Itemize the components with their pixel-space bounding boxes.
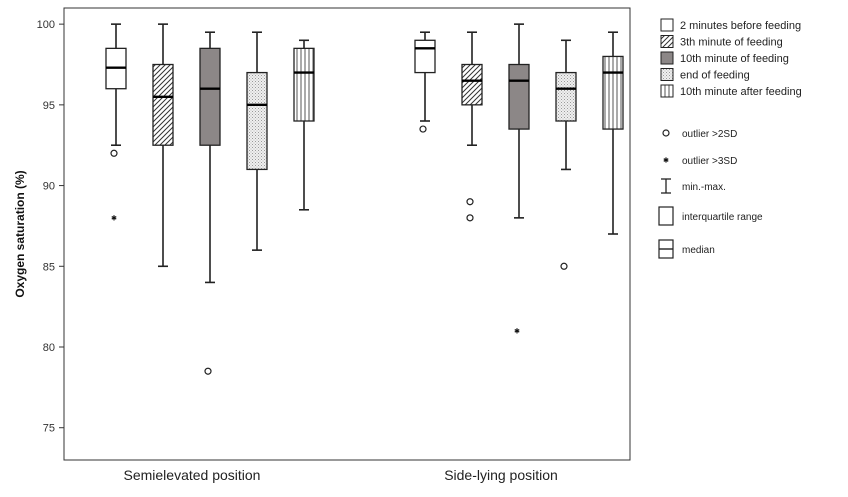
box-3-category-2 [508, 23, 530, 334]
outlier-2sd-point [560, 262, 568, 270]
legend-label: 3th minute of feeding [680, 37, 783, 49]
box-5-category-1 [293, 39, 315, 211]
outlier-2sd-point [466, 198, 474, 206]
box-groups [105, 23, 624, 375]
box-1-category-1 [105, 23, 127, 221]
y-tick-label: 75 [43, 423, 55, 435]
key-box-symbol [658, 206, 674, 226]
legend-label: 2 minutes before feeding [680, 20, 801, 32]
iqr-box [602, 55, 624, 130]
outlier-2sd-point [110, 149, 118, 157]
y-tick-label: 100 [37, 19, 55, 31]
key-label: min.-max. [682, 182, 726, 193]
outlier-2sd-point [466, 214, 474, 222]
plot-frame [63, 7, 631, 461]
box-4-category-2 [555, 39, 577, 270]
y-axis: 75 80 85 90 95 100 [37, 19, 64, 435]
box-5-category-2 [602, 31, 624, 235]
y-tick-label: 95 [43, 100, 55, 112]
key-median-symbol [658, 239, 674, 259]
legend: 2 minutes before feeding 3th minute of fe… [658, 18, 802, 259]
key-star [663, 157, 669, 163]
iqr-box [555, 71, 577, 122]
category-label-side-lying: Side-lying position [444, 467, 558, 483]
key-whisker-symbol [661, 178, 671, 194]
legend-swatch [660, 84, 674, 98]
legend-label: 10th minute after feeding [680, 86, 802, 98]
iqr-box [508, 63, 530, 130]
key-label: outlier >3SD [682, 156, 737, 167]
iqr-box [293, 47, 315, 122]
legend-swatch [660, 68, 674, 81]
box-4-category-1 [246, 31, 268, 251]
legend-label: 10th minute of feeding [680, 53, 789, 65]
box-2-category-1 [152, 23, 174, 268]
y-tick-label: 85 [43, 261, 55, 273]
outlier-3sd-point [111, 215, 117, 221]
y-tick-label: 90 [43, 181, 55, 193]
legend-swatch [660, 51, 674, 65]
box-3-category-1 [199, 31, 221, 375]
key-star-symbol [663, 157, 669, 163]
key-label: outlier >2SD [682, 129, 737, 140]
y-tick-label: 80 [43, 342, 55, 354]
legend-swatch [660, 35, 674, 48]
key-label: interquartile range [682, 212, 763, 223]
iqr-box [199, 47, 221, 146]
iqr-box [152, 63, 174, 146]
iqr-box [461, 63, 483, 106]
y-axis-title: Oxygen saturation (%) [13, 170, 27, 297]
key-circle-symbol [662, 129, 670, 137]
iqr-box [246, 71, 268, 171]
outlier-2sd-point [204, 367, 212, 375]
box-2-category-2 [461, 31, 483, 222]
legend-swatch [660, 18, 674, 32]
outlier-3sd-point [514, 328, 520, 334]
box-1-category-2 [414, 31, 436, 133]
category-label-semielevated: Semielevated position [124, 467, 261, 483]
outlier-2sd-point [419, 125, 427, 133]
iqr-box [414, 39, 436, 74]
key-label: median [682, 245, 715, 256]
legend-label: end of feeding [680, 70, 750, 82]
